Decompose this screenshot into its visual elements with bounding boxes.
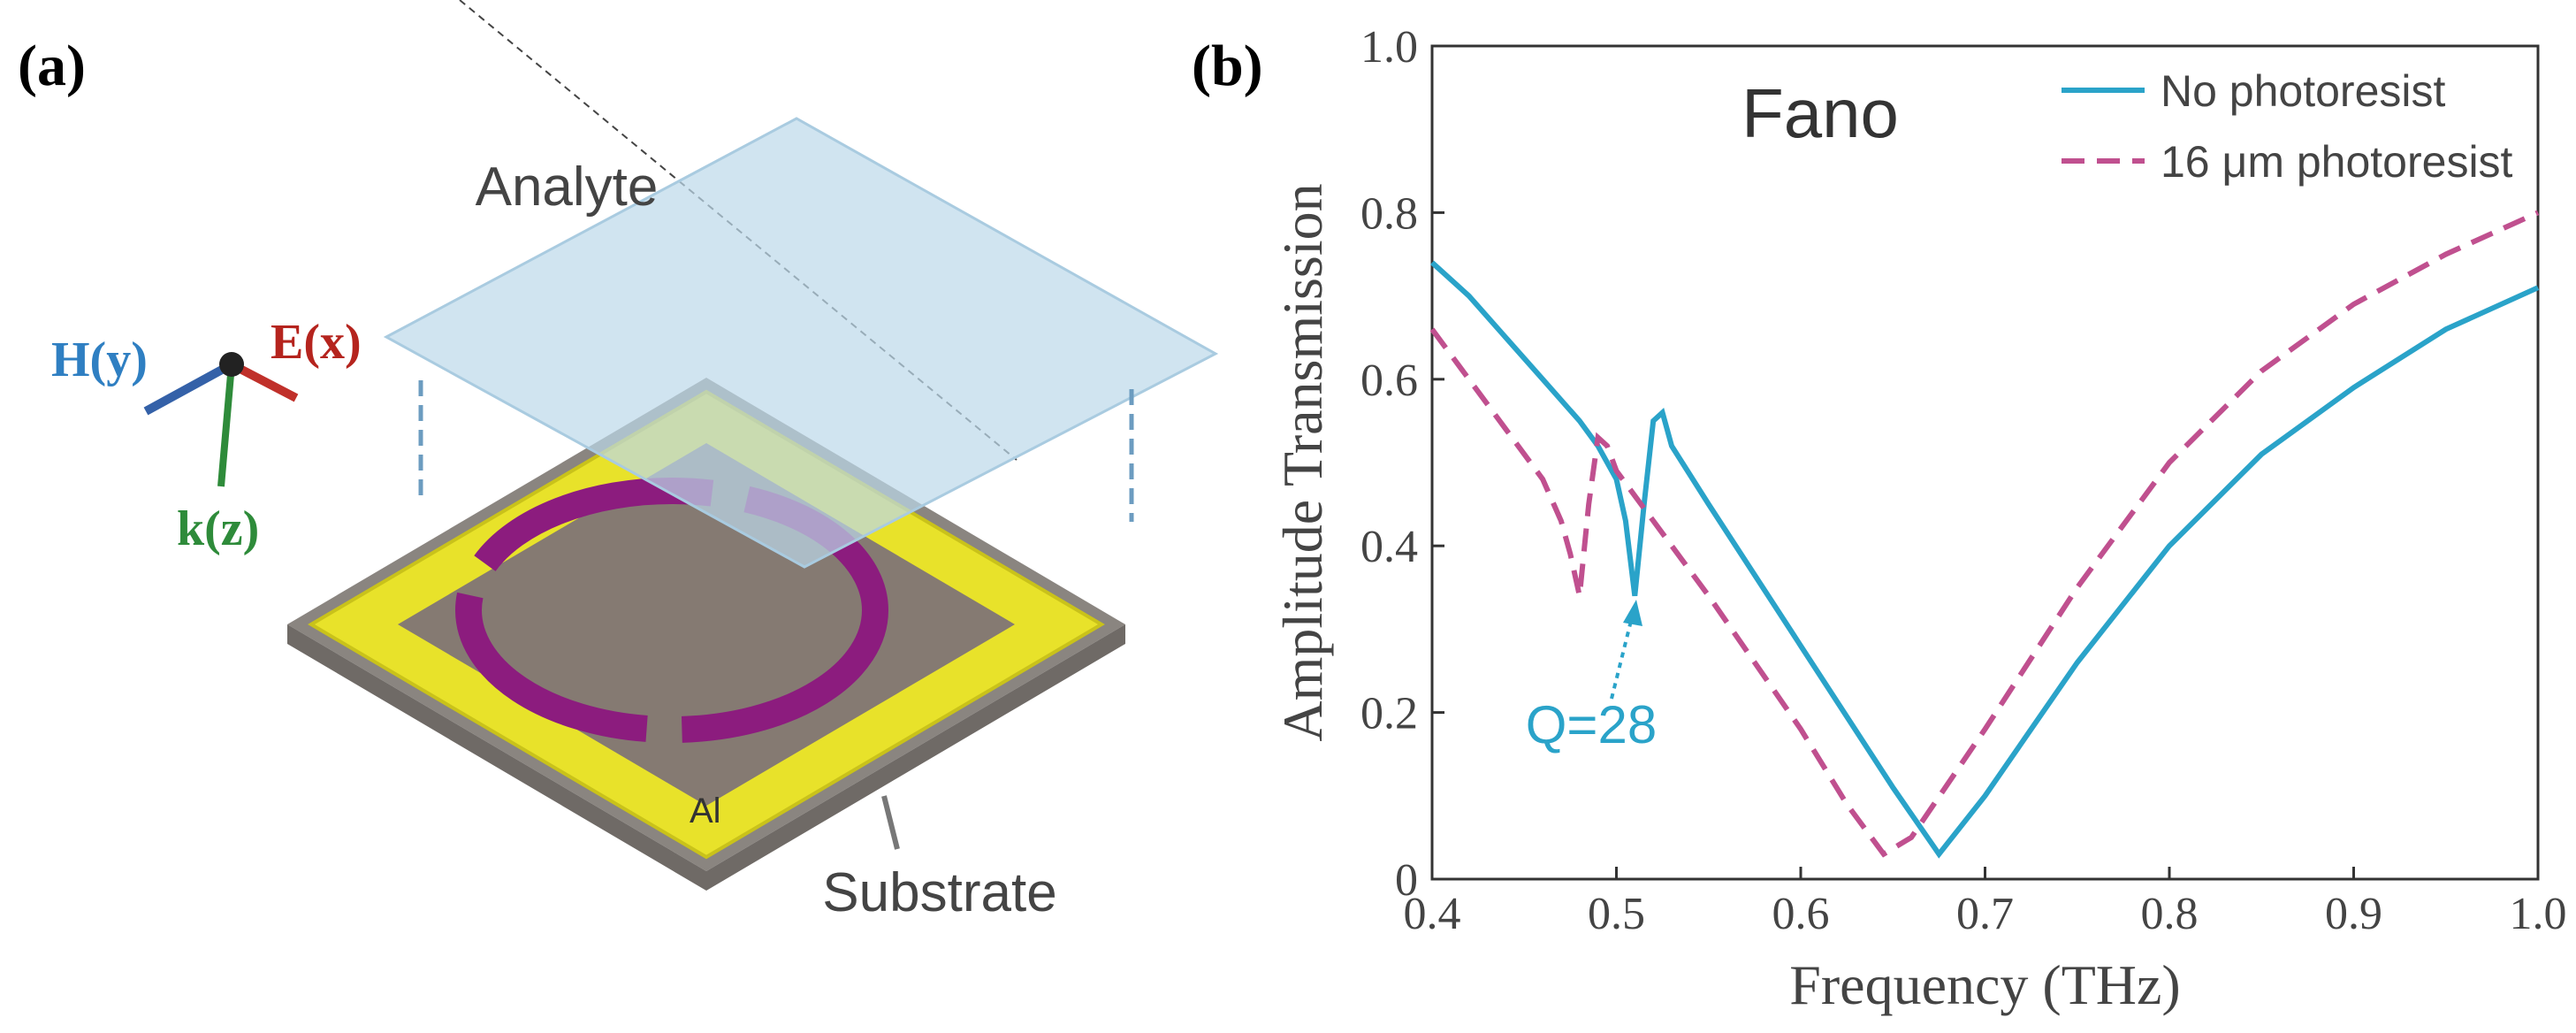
x-tick-label: 0.4 <box>1404 889 1461 939</box>
y-tick-label: 0 <box>1395 855 1418 906</box>
legend-label: 16 μm photoresist <box>2161 137 2513 187</box>
analyte-label: Analyte <box>476 157 659 218</box>
x-tick-label: 0.6 <box>1772 889 1830 939</box>
panel-label: (b) <box>1192 34 1263 98</box>
h-label: H(y) <box>51 333 148 387</box>
legend-label: No photoresist <box>2161 66 2445 116</box>
annotation-arrowhead <box>1623 600 1642 626</box>
origin <box>219 352 244 377</box>
x-axis-label: Frequency (THz) <box>1789 953 2180 1016</box>
panel-label: (a) <box>18 34 86 98</box>
k-label: k(z) <box>177 501 259 556</box>
series-line <box>1429 260 2540 859</box>
y-tick-label: 0.4 <box>1360 522 1418 572</box>
y-tick-label: 0.2 <box>1360 689 1418 739</box>
x-tick-label: 0.7 <box>1956 889 2014 939</box>
metal-label: Al <box>690 792 721 830</box>
h-axis <box>143 360 234 416</box>
x-tick-label: 0.8 <box>2141 889 2199 939</box>
y-axis-label: Amplitude Transmission <box>1271 183 1334 741</box>
pointer <box>881 795 900 850</box>
chart: (b) 0.4 0.5 0.6 0.7 0.8 0.9 1.0 0 0.2 0.4 0.6 0.8 1.0… <box>1192 22 2567 1016</box>
e-label: E(x) <box>271 315 362 370</box>
annotation-arrow <box>1610 609 1635 700</box>
analyte-layer <box>383 117 1219 569</box>
x-tick-label: 1.0 <box>2510 889 2567 939</box>
x-tick-label: 0.5 <box>1588 889 1645 939</box>
x-tick-label: 0.9 <box>2325 889 2382 939</box>
annotation: Fano <box>1741 74 1899 152</box>
k-axis <box>217 363 235 487</box>
series-line <box>1429 210 2540 858</box>
y-tick-label: 0.6 <box>1360 356 1418 406</box>
substrate-label: Substrate <box>822 862 1056 923</box>
y-tick-label: 1.0 <box>1360 22 1418 73</box>
annotation: Q=28 <box>1526 695 1657 754</box>
y-tick-label: 0.8 <box>1360 188 1418 239</box>
